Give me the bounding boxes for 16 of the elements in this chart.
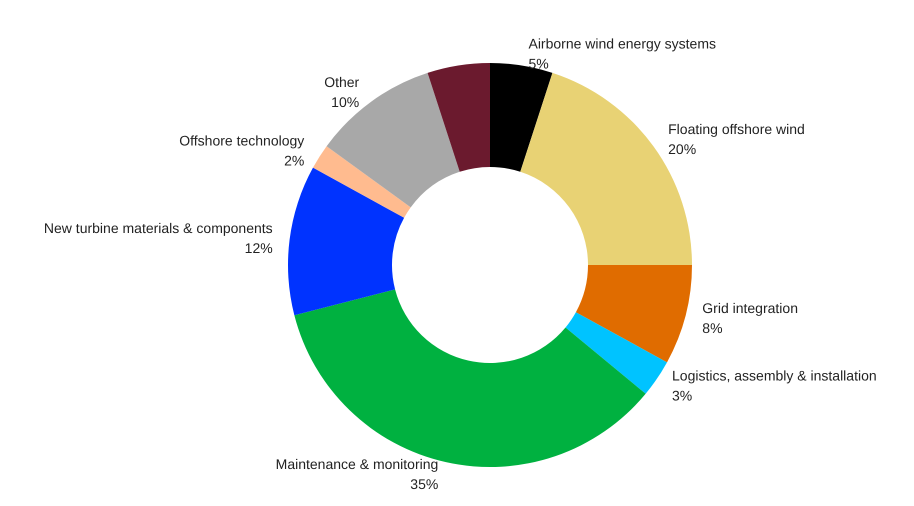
slice-label: Offshore technology	[179, 132, 304, 148]
data-label: 12%	[244, 240, 273, 256]
data-label: 10%	[331, 94, 360, 110]
slice-label: Logistics, assembly & installation	[672, 367, 877, 384]
data-label: 35%	[410, 476, 438, 492]
data-label: 20%	[668, 141, 696, 158]
data-label: 3%	[672, 387, 692, 404]
slice-label: Grid integration	[702, 300, 798, 316]
slice-label: Other	[324, 74, 360, 90]
slice-label: Floating offshore wind	[668, 121, 805, 138]
data-label: 8%	[702, 320, 723, 336]
data-label: 2%	[284, 152, 304, 168]
slice-label: Maintenance & monitoring	[276, 456, 438, 472]
data-label: 5%	[528, 56, 549, 72]
slice-label: Airborne wind energy systems	[528, 36, 716, 52]
slice-label: New turbine materials & components	[44, 220, 273, 236]
